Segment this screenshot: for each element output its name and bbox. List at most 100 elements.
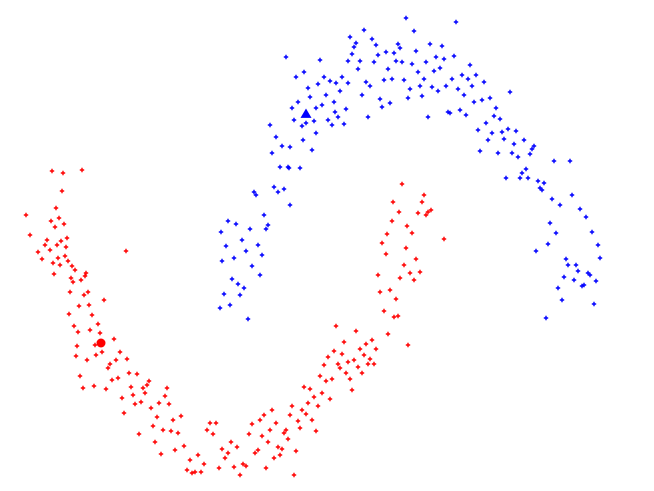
- data-point: [471, 99, 477, 105]
- data-point: [48, 218, 54, 224]
- data-point: [156, 400, 162, 406]
- data-point: [279, 143, 285, 149]
- data-point: [225, 218, 231, 224]
- data-point: [170, 417, 176, 423]
- data-point: [286, 165, 292, 171]
- data-point: [42, 242, 48, 248]
- data-point: [551, 158, 557, 164]
- data-point: [425, 209, 431, 215]
- data-point: [231, 464, 237, 470]
- data-point: [283, 427, 289, 433]
- data-point: [567, 158, 573, 164]
- data-point: [397, 45, 403, 51]
- data-point: [95, 321, 101, 327]
- data-point: [483, 120, 489, 126]
- data-point: [158, 451, 164, 457]
- data-point: [140, 385, 146, 391]
- data-point: [69, 263, 75, 269]
- data-point: [363, 341, 369, 347]
- data-point: [387, 287, 393, 293]
- data-point: [371, 59, 377, 65]
- data-point: [204, 427, 210, 433]
- data-point: [399, 181, 405, 187]
- data-point: [493, 105, 499, 111]
- data-point: [345, 80, 351, 86]
- data-point: [217, 305, 223, 311]
- data-point: [252, 450, 258, 456]
- data-point: [379, 240, 385, 246]
- data-point: [92, 342, 98, 348]
- data-point: [66, 311, 72, 317]
- data-point: [305, 85, 311, 91]
- data-point: [54, 242, 60, 248]
- data-point: [321, 74, 327, 80]
- data-point: [497, 116, 503, 122]
- data-point: [59, 188, 65, 194]
- data-point: [357, 346, 363, 352]
- data-point: [369, 36, 375, 42]
- data-point: [65, 258, 71, 264]
- data-point: [473, 72, 479, 78]
- data-point: [181, 443, 187, 449]
- data-point: [405, 95, 411, 101]
- data-point: [162, 393, 168, 399]
- data-point: [595, 242, 601, 248]
- data-point: [89, 312, 95, 318]
- data-point: [287, 144, 293, 150]
- data-point: [305, 400, 311, 406]
- data-point: [549, 196, 555, 202]
- data-point: [383, 251, 389, 257]
- data-point: [337, 88, 343, 94]
- data-point: [168, 428, 174, 434]
- data-point: [347, 34, 353, 40]
- data-point: [375, 272, 381, 278]
- data-point: [297, 165, 303, 171]
- data-point: [126, 370, 132, 376]
- data-point: [315, 403, 321, 409]
- data-point: [349, 387, 355, 393]
- data-point: [327, 396, 333, 402]
- data-point: [105, 365, 111, 371]
- data-point: [313, 105, 319, 111]
- data-point: [323, 378, 329, 384]
- data-point: [427, 41, 433, 47]
- data-point: [299, 407, 305, 413]
- data-point: [235, 281, 241, 287]
- data-point: [259, 433, 265, 439]
- data-point: [433, 54, 439, 60]
- data-point: [341, 339, 347, 345]
- data-point: [243, 463, 249, 469]
- data-point: [431, 68, 437, 74]
- data-point: [441, 236, 447, 242]
- data-point: [515, 154, 521, 160]
- data-point: [317, 373, 323, 379]
- data-point: [391, 50, 397, 56]
- data-point: [409, 230, 415, 236]
- data-point: [333, 80, 339, 86]
- series-0: [23, 167, 447, 478]
- data-point: [207, 420, 213, 426]
- data-point: [545, 241, 551, 247]
- data-point: [377, 289, 383, 295]
- data-point: [403, 15, 409, 21]
- data-point: [428, 207, 434, 213]
- data-point: [469, 83, 475, 89]
- data-point: [152, 439, 158, 445]
- series-1: [217, 15, 603, 322]
- data-point: [563, 256, 569, 262]
- data-point: [83, 270, 89, 276]
- data-point: [249, 263, 255, 269]
- data-point: [353, 328, 359, 334]
- data-point: [68, 275, 74, 281]
- data-point: [463, 112, 469, 118]
- data-point: [384, 231, 390, 237]
- data-point: [363, 79, 369, 85]
- data-point: [160, 427, 166, 433]
- data-point: [148, 405, 154, 411]
- data-point: [103, 386, 109, 392]
- data-point: [237, 472, 243, 478]
- data-point: [234, 444, 240, 450]
- data-point: [569, 192, 575, 198]
- data-point: [343, 370, 349, 376]
- data-point: [477, 148, 483, 154]
